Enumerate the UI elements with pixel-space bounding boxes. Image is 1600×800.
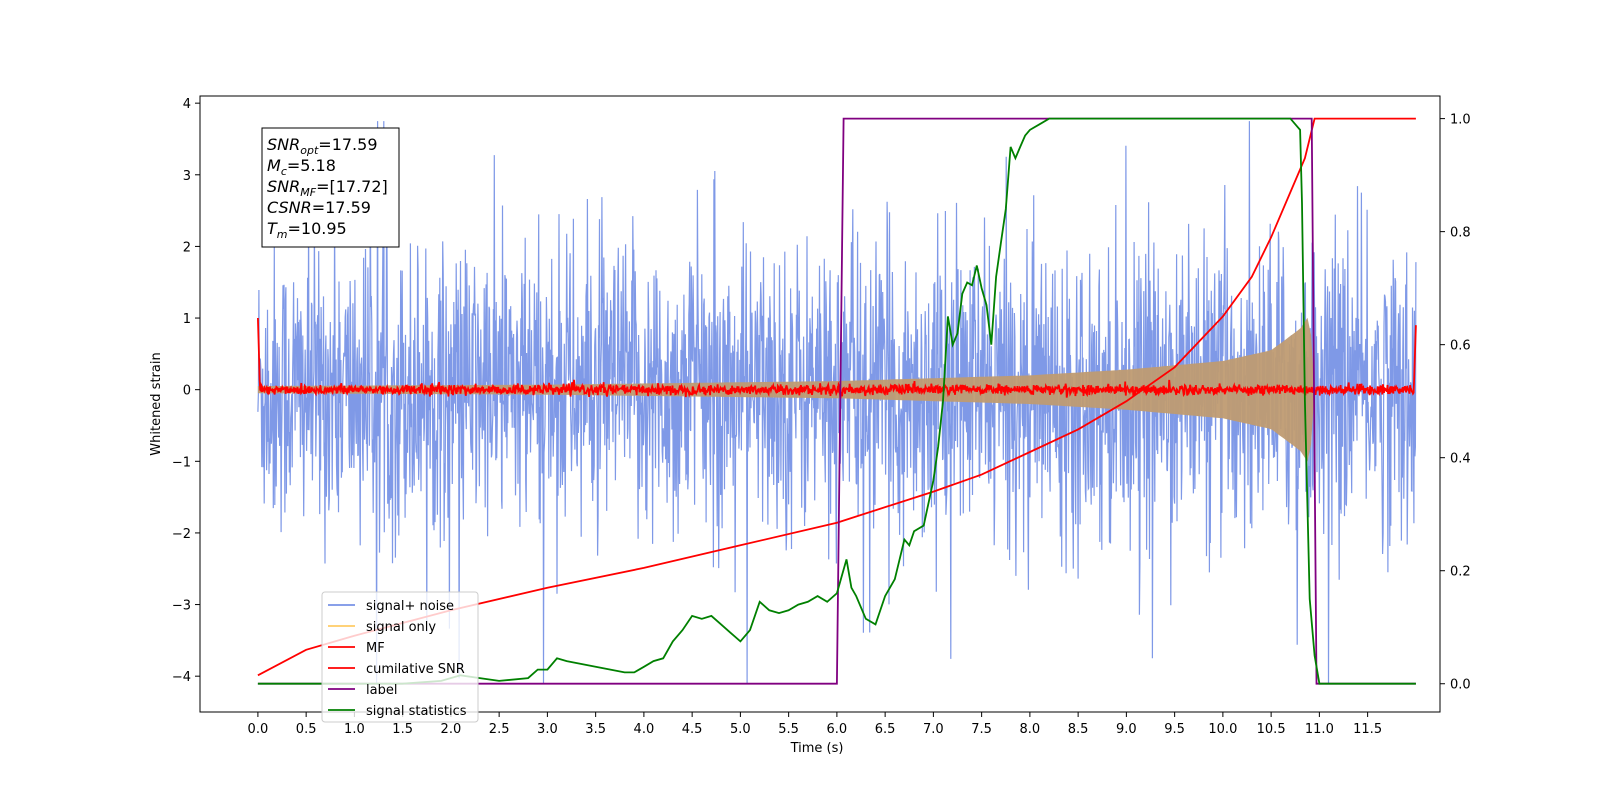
- y-right-tick-label: 0.0: [1450, 678, 1471, 693]
- y-tick-label: −4: [172, 670, 191, 685]
- x-tick-label: 7.5: [971, 722, 992, 737]
- series-signal-statistics: [257, 117, 1416, 685]
- info-box-frame: [261, 127, 400, 248]
- legend: signal+ noise signal only MF cumilative SNR…: [321, 591, 479, 723]
- info-line: Mc=5.18: [267, 156, 336, 178]
- series-mf: [257, 317, 1417, 399]
- plot-area: [257, 117, 1417, 685]
- legend-label: signal only: [366, 620, 436, 635]
- legend-frame: [321, 591, 479, 723]
- x-tick-label: 4.5: [682, 722, 703, 737]
- y-right-tick-label: 0.4: [1450, 452, 1471, 467]
- x-tick-label: 8.5: [1068, 722, 1089, 737]
- info-line: CSNR=17.59: [267, 198, 371, 217]
- legend-label: cumilative SNR: [366, 662, 465, 677]
- info-line: Tm=10.95: [267, 219, 347, 241]
- y-axis-title: Whitened strain: [149, 352, 164, 455]
- x-tick-label: 1.0: [344, 722, 365, 737]
- y-tick-label: 0: [183, 384, 191, 399]
- x-tick-label: 6.0: [827, 722, 848, 737]
- x-tick-label: 9.5: [1164, 722, 1185, 737]
- x-tick-label: 11.5: [1353, 722, 1382, 737]
- x-axis-title: Time (s): [790, 741, 844, 756]
- y-tick-label: 2: [183, 240, 191, 255]
- y-tick-label: −1: [172, 455, 191, 470]
- x-tick-label: 1.5: [392, 722, 413, 737]
- y-right-tick-label: 0.6: [1450, 339, 1471, 354]
- y-tick-label: −2: [172, 527, 191, 542]
- series-signal-noise: [257, 121, 1417, 684]
- y-tick-label: −3: [172, 599, 191, 614]
- legend-label: label: [366, 683, 397, 698]
- legend-label: signal+ noise: [366, 599, 454, 614]
- x-tick-label: 5.0: [730, 722, 751, 737]
- x-tick-label: 10.5: [1257, 722, 1286, 737]
- x-tick-label: 3.5: [585, 722, 606, 737]
- x-tick-label: 9.0: [1116, 722, 1137, 737]
- x-tick-label: 8.0: [1020, 722, 1041, 737]
- y-tick-label: 1: [183, 312, 191, 327]
- x-tick-label: 2.5: [489, 722, 510, 737]
- x-tick-label: 0.0: [248, 722, 269, 737]
- series-cumulative-snr: [257, 117, 1416, 677]
- legend-label: MF: [366, 641, 385, 656]
- x-tick-label: 11.0: [1305, 722, 1334, 737]
- y-axis-left: 4 3 2 1 0 −1 −2 −3 −4: [172, 97, 200, 685]
- x-tick-label: 7.0: [923, 722, 944, 737]
- y-tick-label: 3: [183, 169, 191, 184]
- y-axis-right: 1.0 0.8 0.6 0.4 0.2 0.0: [1440, 113, 1471, 693]
- legend-label: signal statistics: [366, 704, 467, 719]
- info-box: SNRopt=17.59Mc=5.18SNRMF=[17.72]CSNR=17.…: [261, 127, 400, 248]
- x-tick-label: 6.5: [875, 722, 896, 737]
- y-right-tick-label: 1.0: [1450, 113, 1471, 128]
- y-right-tick-label: 0.8: [1450, 226, 1471, 241]
- info-line: SNRopt=17.59: [267, 135, 378, 157]
- x-tick-label: 4.0: [634, 722, 655, 737]
- x-tick-label: 3.0: [537, 722, 558, 737]
- x-axis: 0.0 0.5 1.0 1.5 2.0 2.5 3.0 3.5 4.0 4.5 5.0 5.5 6.0 6…: [248, 712, 1382, 737]
- x-tick-label: 5.5: [778, 722, 799, 737]
- y-right-tick-label: 0.2: [1450, 565, 1471, 580]
- x-tick-label: 0.5: [296, 722, 317, 737]
- axes-frame: [199, 95, 1441, 713]
- info-line: SNRMF=[17.72]: [267, 177, 388, 199]
- y-tick-label: 4: [183, 97, 191, 112]
- x-tick-label: 10.0: [1208, 722, 1237, 737]
- x-tick-label: 2.0: [441, 722, 462, 737]
